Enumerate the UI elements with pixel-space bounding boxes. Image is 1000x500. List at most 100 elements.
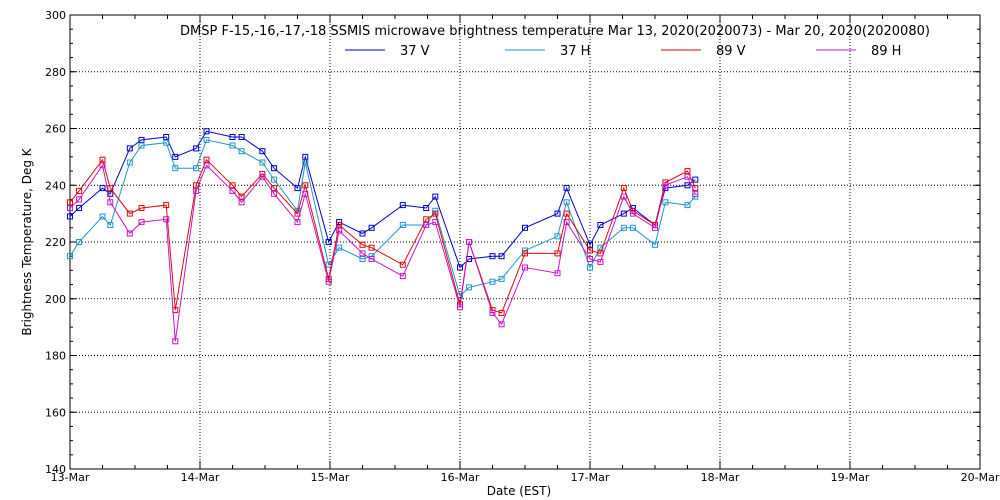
data-point-89h (294, 219, 301, 226)
data-point-89h (554, 270, 561, 277)
data-point-89h (302, 190, 309, 197)
data-point-89h (423, 222, 430, 228)
data-point-89h (620, 193, 627, 200)
data-point-37v (193, 145, 200, 152)
data-point-37h (259, 159, 266, 166)
data-point-37h (193, 165, 200, 172)
data-point-89h (466, 239, 473, 245)
x-tick-label: 18-Mar (701, 471, 740, 484)
data-point-37h (489, 278, 496, 285)
data-point-37h (620, 224, 627, 231)
data-point-89h (67, 205, 73, 211)
data-point-89h (76, 196, 83, 203)
data-point-89h (432, 219, 439, 226)
data-point-37v (126, 145, 133, 152)
data-point-37h (684, 202, 691, 209)
y-tick-label: 200 (45, 293, 66, 306)
data-point-37v (684, 182, 691, 189)
data-point-89h (193, 187, 200, 194)
series-line-89h (69, 164, 696, 342)
data-point-37h (652, 241, 658, 248)
data-point-89h (563, 219, 570, 226)
data-point-89h (238, 199, 245, 206)
data-point-89h (489, 309, 496, 316)
data-point-89h (99, 162, 106, 169)
data-point-37h (76, 239, 83, 245)
legend-label-37h: 37 H (560, 44, 590, 59)
data-point-89v (99, 156, 106, 163)
data-point-89h (597, 258, 604, 265)
data-point-37h (336, 244, 343, 251)
data-point-37v (203, 128, 210, 135)
data-point-89v (684, 168, 691, 175)
data-point-89h (325, 278, 332, 285)
data-point-37h (399, 222, 406, 228)
x-tick-label: 17-Mar (571, 471, 610, 484)
data-point-37h (563, 199, 570, 206)
data-point-89v (271, 185, 278, 192)
data-point-37v (423, 205, 430, 211)
data-point-89v (163, 202, 170, 209)
data-point-37h (554, 233, 561, 240)
data-point-89h (457, 304, 463, 311)
data-point-89h (662, 182, 669, 189)
series-line-89v (69, 158, 696, 314)
data-point-89h (138, 219, 145, 226)
data-point-89v (76, 187, 83, 194)
data-point-37v (172, 153, 179, 160)
data-point-89h (692, 190, 699, 197)
data-point-89v (432, 210, 439, 217)
data-point-37h (466, 284, 473, 291)
data-point-37v (563, 185, 570, 192)
data-point-89h (684, 173, 691, 180)
data-point-37v (432, 193, 439, 200)
data-point-37v (489, 253, 496, 260)
data-point-89v (399, 261, 406, 268)
data-point-89h (172, 338, 179, 345)
data-point-37v (138, 136, 145, 143)
x-axis-label: Date (EST) (487, 484, 551, 498)
data-point-37v (302, 153, 309, 160)
y-axis-label: Brightness Temperature, Deg K (20, 147, 34, 335)
data-point-37v (498, 253, 505, 260)
legend: 37 V 37 H 89 V 89 H (345, 44, 901, 59)
data-point-37v (359, 230, 366, 237)
data-point-89v (368, 244, 375, 251)
data-point-37v (67, 213, 73, 220)
x-tick-label: 20-Mar (961, 471, 1000, 484)
x-tick-label: 19-Mar (831, 471, 870, 484)
data-point-89h (587, 256, 593, 262)
data-point-37v (457, 264, 463, 271)
data-point-37v (163, 134, 170, 140)
axis-ticks: 140 160 180 200 220 240 260 280 300 13-Mar 14-Mar 1… (45, 9, 1000, 484)
data-point-89v (587, 247, 593, 254)
data-point-37h (238, 148, 245, 155)
data-point-89h (399, 273, 406, 280)
legend-label-37v: 37 V (400, 44, 430, 59)
data-point-37h (359, 256, 366, 262)
data-point-37v (522, 224, 528, 231)
legend-label-89v: 89 V (716, 44, 746, 59)
data-point-89h (203, 162, 210, 169)
data-point-37h (107, 222, 114, 228)
data-point-37v (597, 222, 604, 228)
y-tick-label: 140 (45, 463, 66, 476)
data-point-89v (423, 216, 430, 223)
data-point-89v (336, 222, 343, 228)
data-point-37v (99, 185, 106, 192)
data-point-89v (126, 210, 133, 217)
data-point-89v (203, 156, 210, 163)
y-tick-label: 280 (45, 66, 66, 79)
data-point-37h (498, 275, 505, 282)
data-point-37h (138, 142, 145, 149)
data-point-37v (238, 134, 245, 140)
x-tick-label: 13-Mar (51, 471, 90, 484)
data-point-37h (99, 213, 106, 220)
data-point-37v (399, 202, 406, 209)
data-point-37v (229, 134, 236, 140)
data-point-89h (522, 264, 528, 271)
data-point-37v (259, 148, 266, 155)
data-point-37h (163, 139, 170, 146)
chart-title: DMSP F-15,-16,-17,-18 SSMIS microwave br… (180, 24, 930, 39)
